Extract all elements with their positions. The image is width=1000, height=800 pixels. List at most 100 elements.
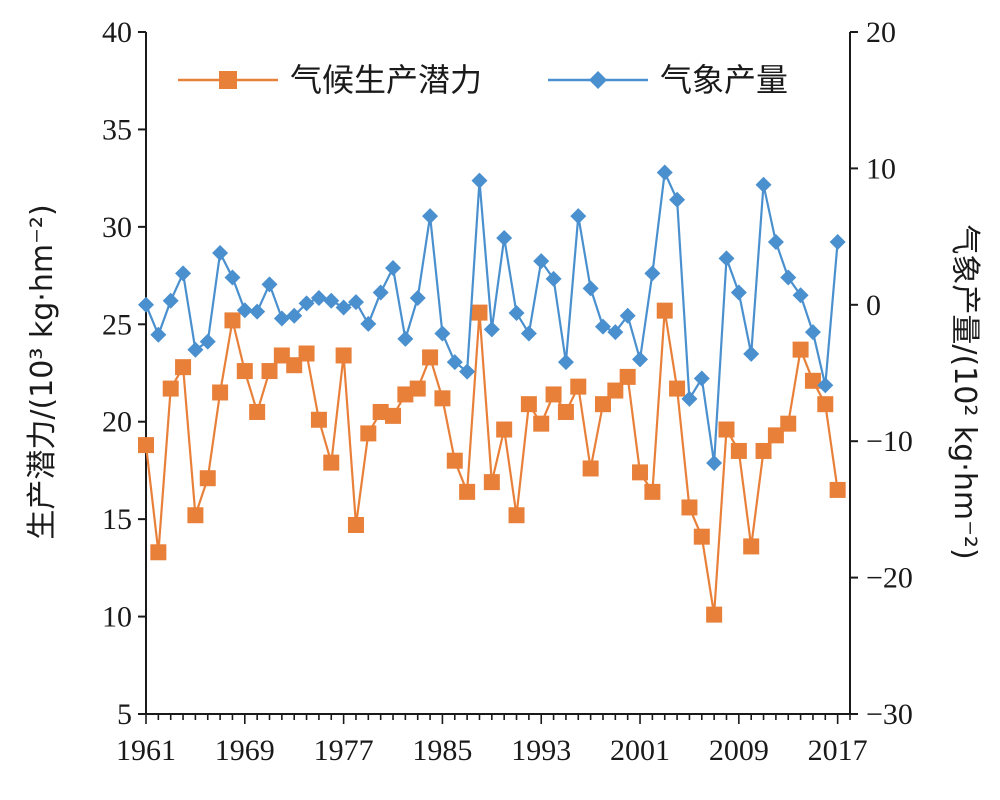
y-right-tick-label: 0 [866,289,881,322]
diamond-marker [570,208,587,225]
square-marker [261,363,278,380]
y-right-axis-title: 气象产量/(10² kg·hm⁻²) [947,224,982,559]
square-marker [298,345,315,362]
diamond-marker [335,299,352,316]
y-right-tick-label: 10 [866,152,896,185]
diamond-marker [804,324,821,341]
square-marker [162,380,179,397]
legend-label-2: 气象产量 [660,61,788,99]
y-right-tick-label: −10 [866,425,913,458]
square-marker [434,390,451,407]
square-marker [817,396,834,413]
legend-diamond-marker [589,71,607,89]
series-layer [138,164,846,623]
diamond-marker [829,234,846,251]
diamond-marker [730,284,747,301]
diamond-marker [817,377,834,394]
diamond-marker [693,370,710,387]
diamond-marker [199,333,216,350]
square-marker [212,384,229,401]
diamond-marker [681,390,698,407]
square-marker [385,407,402,424]
diamond-marker [483,321,500,338]
diamond-marker [409,289,426,306]
diamond-marker [236,302,253,319]
y-left-tick-label: 20 [102,406,132,439]
square-marker [483,474,500,491]
square-marker [767,427,784,444]
x-tick-label: 1977 [314,734,374,767]
diamond-marker [150,326,167,343]
y-left-tick-label: 5 [117,698,132,731]
axes: 5 10 15 20 25 30 35 40 −30 −20 −10 0 10 20 1961 1969 197… [102,16,913,767]
square-marker [644,483,661,500]
diamond-marker [632,351,649,368]
square-marker [718,421,735,438]
diamond-marker [310,289,327,306]
diamond-marker [224,269,241,286]
square-marker [743,538,760,555]
diamond-marker [669,191,686,208]
diamond-marker [471,172,488,189]
square-marker [706,606,723,623]
square-marker [397,386,414,403]
square-marker [335,347,352,364]
diamond-marker [508,304,525,321]
diamond-marker [656,164,673,181]
square-marker [557,403,574,420]
diamond-marker [446,354,463,371]
square-marker [619,368,636,385]
square-marker [175,359,192,376]
x-tick-label: 1961 [116,734,176,767]
square-marker [471,304,488,321]
series-1 [138,302,846,623]
square-marker [187,507,204,524]
diamond-marker [372,284,389,301]
y-left-axis-title: 生产潜力/(10³ kg·hm⁻²) [25,204,60,539]
square-marker [570,378,587,395]
square-marker [360,425,377,442]
square-marker [224,312,241,329]
diamond-marker [767,234,784,251]
square-marker [496,421,513,438]
diamond-marker [175,265,192,282]
x-tick-label: 2001 [610,734,670,767]
x-tick-label: 1993 [511,734,571,767]
diamond-marker [520,325,537,342]
square-marker [656,302,673,319]
square-marker [446,452,463,469]
diamond-marker [545,270,562,287]
square-marker [669,380,686,397]
square-marker [323,454,340,471]
square-marker [755,442,772,459]
square-marker [545,386,562,403]
diamond-marker [397,330,414,347]
diamond-marker [162,292,179,309]
diamond-marker [619,307,636,324]
diamond-marker [385,259,402,276]
square-marker [236,363,253,380]
square-marker [607,382,624,399]
square-marker [459,483,476,500]
square-marker [372,403,389,420]
y-left-tick-label: 10 [102,601,132,634]
legend: 气候生产潜力 气象产量 [178,61,788,99]
diamond-marker [706,455,723,472]
diamond-marker [273,310,290,327]
y-right-tick-label: −30 [866,698,913,731]
diamond-marker [138,296,154,313]
square-marker [730,442,747,459]
square-marker [681,499,698,516]
square-marker [150,544,167,561]
square-marker [199,470,216,487]
diamond-marker [347,294,364,311]
x-tick-label: 1969 [215,734,275,767]
diamond-marker [459,363,476,380]
square-marker [409,380,426,397]
square-marker [249,403,266,420]
square-marker [632,464,649,481]
square-marker [693,528,710,545]
square-marker [533,415,550,432]
diamond-marker [434,325,451,342]
